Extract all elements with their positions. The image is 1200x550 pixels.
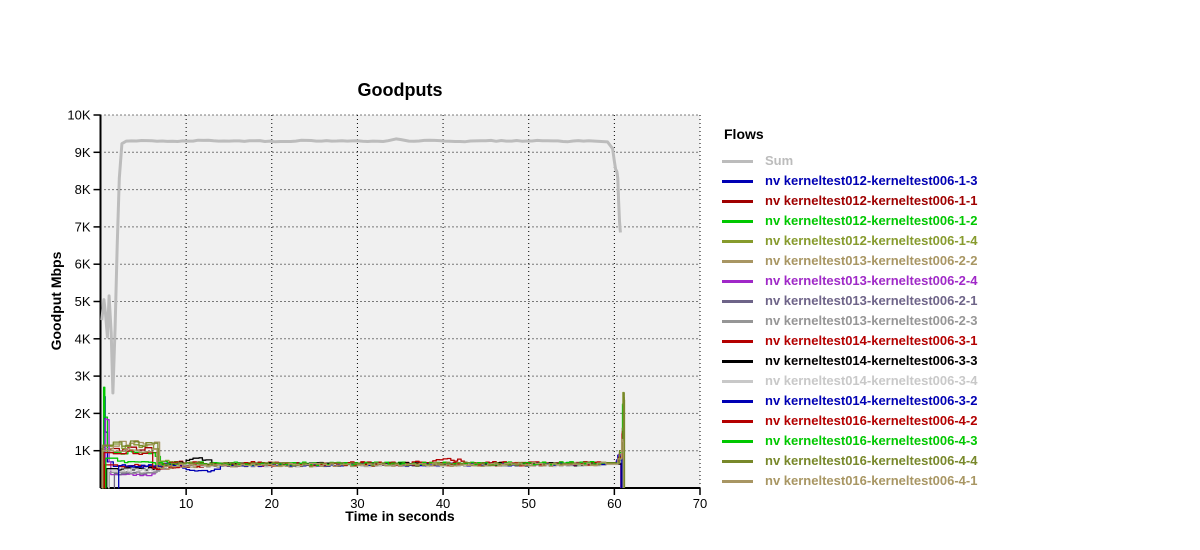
legend-label: nv kerneltest013-kerneltest006-2-1: [765, 293, 978, 308]
legend-item: nv kerneltest014-kerneltest006-3-3: [722, 351, 977, 371]
x-tick-label: 10: [179, 496, 193, 511]
legend-title: Flows: [724, 126, 764, 142]
legend-swatch: [722, 459, 753, 463]
legend-label: Sum: [765, 153, 794, 168]
legend-label: nv kerneltest013-kerneltest006-2-3: [765, 313, 978, 328]
legend-label: nv kerneltest014-kerneltest006-3-2: [765, 393, 978, 408]
x-tick-label: 70: [693, 496, 707, 511]
legend-label: nv kerneltest013-kerneltest006-2-2: [765, 253, 978, 268]
legend-label: nv kerneltest016-kerneltest006-4-3: [765, 433, 978, 448]
legend-item: nv kerneltest013-kerneltest006-2-2: [722, 251, 977, 271]
legend-item: Sum: [722, 151, 977, 171]
x-tick-label: 50: [521, 496, 535, 511]
x-tick-label: 40: [436, 496, 450, 511]
legend-swatch: [722, 339, 753, 343]
legend-swatch: [722, 199, 753, 203]
legend-label: nv kerneltest012-kerneltest006-1-3: [765, 173, 978, 188]
legend-label: nv kerneltest014-kerneltest006-3-1: [765, 333, 978, 348]
legend-item: nv kerneltest014-kerneltest006-3-2: [722, 391, 977, 411]
legend-swatch: [722, 379, 753, 383]
legend-label: nv kerneltest012-kerneltest006-1-2: [765, 213, 978, 228]
legend-label: nv kerneltest012-kerneltest006-1-4: [765, 233, 978, 248]
legend-item: nv kerneltest016-kerneltest006-4-3: [722, 431, 977, 451]
legend-swatch: [722, 159, 753, 163]
legend-swatch: [722, 319, 753, 323]
legend-item: nv kerneltest012-kerneltest006-1-3: [722, 171, 977, 191]
sum-line: [100, 137, 622, 395]
y-tick-label: 2K: [75, 406, 91, 421]
legend-swatch: [722, 439, 753, 443]
legend-label: nv kerneltest013-kerneltest006-2-4: [765, 273, 978, 288]
legend-label: nv kerneltest016-kerneltest006-4-1: [765, 473, 978, 488]
legend-label: nv kerneltest014-kerneltest006-3-4: [765, 373, 978, 388]
legend-item: nv kerneltest014-kerneltest006-3-4: [722, 371, 977, 391]
legend-swatch: [722, 239, 753, 243]
legend-label: nv kerneltest016-kerneltest006-4-2: [765, 413, 978, 428]
legend-label: nv kerneltest016-kerneltest006-4-4: [765, 453, 978, 468]
x-tick-label: 30: [350, 496, 364, 511]
x-tick-label: 20: [265, 496, 279, 511]
legend-swatch: [722, 359, 753, 363]
y-tick-label: 5K: [75, 294, 91, 309]
legend-swatch: [722, 479, 753, 483]
legend-item: nv kerneltest016-kerneltest006-4-2: [722, 411, 977, 431]
legend: Flows Sum nv kerneltest012-kerneltest006-…: [722, 126, 977, 491]
y-tick-label: 7K: [75, 219, 91, 234]
legend-swatch: [722, 219, 753, 223]
legend-items: Sum nv kerneltest012-kerneltest006-1-3 nv …: [722, 151, 977, 491]
plot-background: [100, 115, 700, 488]
legend-item: nv kerneltest013-kerneltest006-2-3: [722, 311, 977, 331]
x-axis-label: Time in seconds: [345, 508, 455, 524]
legend-item: nv kerneltest012-kerneltest006-1-2: [722, 211, 977, 231]
legend-item: nv kerneltest016-kerneltest006-4-1: [722, 471, 977, 491]
legend-swatch: [722, 419, 753, 423]
legend-swatch: [722, 179, 753, 183]
flow-line-16: [101, 438, 624, 489]
y-tick-label: 6K: [75, 257, 91, 272]
y-tick-label: 9K: [75, 145, 91, 160]
legend-item: nv kerneltest016-kerneltest006-4-4: [722, 451, 977, 471]
legend-item: nv kerneltest013-kerneltest006-2-4: [722, 271, 977, 291]
legend-swatch: [722, 399, 753, 403]
legend-item: nv kerneltest012-kerneltest006-1-1: [722, 191, 977, 211]
legend-swatch: [722, 279, 753, 283]
legend-swatch: [722, 259, 753, 263]
y-tick-label: 3K: [75, 369, 91, 384]
y-tick-label: 10K: [67, 108, 90, 123]
y-tick-label: 4K: [75, 331, 91, 346]
legend-item: nv kerneltest012-kerneltest006-1-4: [722, 231, 977, 251]
chart-title: Goodputs: [357, 80, 443, 100]
y-tick-label: 8K: [75, 182, 91, 197]
legend-label: nv kerneltest014-kerneltest006-3-3: [765, 353, 978, 368]
legend-swatch: [722, 299, 753, 303]
x-tick-label: 60: [607, 496, 621, 511]
legend-item: nv kerneltest014-kerneltest006-3-1: [722, 331, 977, 351]
legend-label: nv kerneltest012-kerneltest006-1-1: [765, 193, 978, 208]
y-tick-label: 1K: [75, 443, 91, 458]
legend-item: nv kerneltest013-kerneltest006-2-1: [722, 291, 977, 311]
